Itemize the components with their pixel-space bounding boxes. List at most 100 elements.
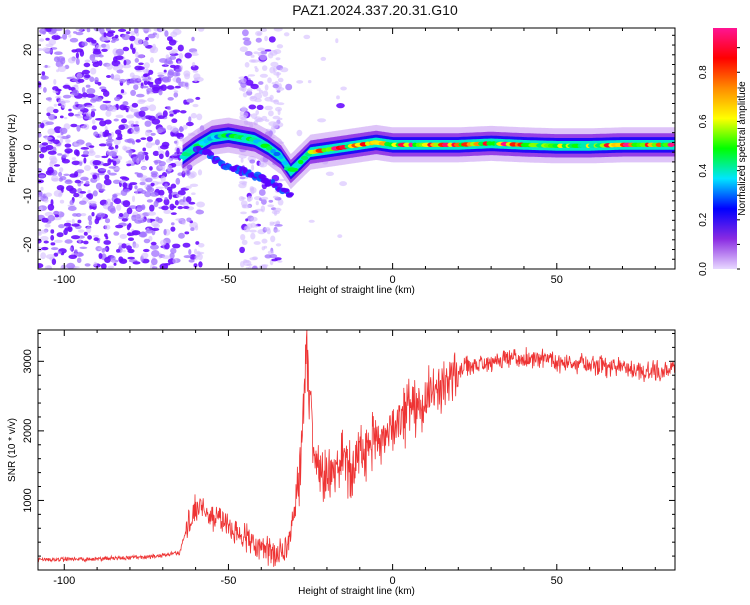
noise-blob [258, 89, 263, 94]
ridge-core [266, 146, 273, 151]
noise-blob [163, 263, 171, 266]
noise-blob [113, 74, 121, 81]
noise-blob [172, 28, 182, 35]
noise-blob [264, 84, 269, 91]
noise-blob [170, 226, 176, 232]
noise-blob [173, 140, 178, 144]
noise-blob [66, 220, 72, 223]
noise-blob [152, 43, 157, 51]
noise-blob [121, 118, 127, 124]
noise-blob [144, 154, 149, 161]
noise-blob [255, 110, 259, 115]
noise-blob [38, 232, 42, 236]
noise-blob [157, 72, 165, 76]
noise-blob [100, 43, 107, 48]
noise-blob [92, 174, 98, 180]
noise-blob [175, 177, 181, 185]
noise-blob [102, 37, 110, 42]
noise-blob [102, 163, 110, 167]
noise-blob [143, 73, 151, 77]
colorbar-tick-label: 0.6 [698, 114, 709, 128]
noise-blob [57, 251, 62, 254]
noise-blob [150, 171, 158, 176]
noise-blob [182, 206, 190, 209]
noise-blob [74, 179, 82, 184]
noise-blob [245, 218, 249, 222]
noise-blob [166, 165, 173, 172]
noise-blob [139, 106, 149, 112]
noise-blob [320, 56, 327, 61]
noise-blob [137, 77, 141, 82]
noise-blob [162, 255, 171, 259]
noise-blob [129, 35, 136, 42]
noise-blob [85, 84, 91, 88]
noise-blob [88, 145, 95, 149]
spectrogram-y-tick-label: -20 [22, 237, 34, 253]
noise-blob [97, 81, 102, 86]
noise-blob [164, 183, 169, 189]
noise-blob [261, 246, 265, 251]
noise-blob [96, 212, 106, 218]
noise-blob [113, 262, 117, 266]
noise-blob [113, 198, 122, 205]
noise-blob [64, 29, 71, 35]
noise-blob [83, 157, 87, 164]
noise-blob [264, 254, 272, 259]
noise-blob [261, 238, 268, 244]
noise-blob [110, 255, 116, 261]
noise-blob [104, 257, 111, 263]
noise-blob [150, 244, 159, 250]
noise-blob [160, 195, 164, 198]
noise-blob [69, 247, 73, 251]
snr-x-tick-label: 0 [390, 575, 396, 587]
noise-blob [122, 101, 129, 106]
noise-blob [88, 219, 93, 226]
noise-blob [71, 157, 76, 161]
noise-blob [79, 200, 87, 205]
noise-blob [267, 204, 275, 208]
noise-blob [181, 220, 186, 225]
noise-blob [111, 260, 116, 263]
noise-blob [69, 173, 78, 178]
noise-blob [119, 78, 127, 83]
noise-blob [116, 249, 121, 253]
noise-blob [177, 60, 181, 65]
noise-blob [277, 77, 284, 83]
noise-blob [131, 230, 141, 236]
noise-blob [133, 84, 139, 90]
snr-plot-area [38, 330, 675, 567]
noise-blob [94, 154, 101, 159]
noise-blob [45, 97, 52, 101]
noise-blob [51, 175, 59, 182]
noise-blob [193, 77, 198, 83]
ridge-core [270, 149, 276, 154]
spectrogram-x-tick-label: 50 [551, 274, 563, 286]
noise-blob [179, 201, 186, 206]
noise-blob [175, 72, 181, 77]
noise-blob [168, 193, 173, 200]
noise-blob [144, 191, 152, 198]
noise-blob [76, 257, 82, 264]
noise-blob [85, 111, 91, 117]
snr-y-tick-label: 3000 [22, 349, 34, 373]
noise-blob [80, 213, 87, 217]
noise-blob [146, 90, 150, 95]
noise-blob [151, 250, 160, 257]
noise-blob [276, 44, 284, 49]
noise-blob [113, 194, 117, 198]
noise-blob [186, 98, 194, 103]
noise-blob [112, 179, 121, 184]
noise-blob [81, 41, 88, 47]
noise-blob [44, 192, 53, 197]
noise-blob [134, 185, 138, 190]
colorbar-label: Normalized spectral amplitude [737, 81, 748, 216]
noise-blob [317, 118, 327, 123]
noise-blob [38, 194, 42, 201]
noise-blob [161, 205, 169, 211]
noise-blob [240, 200, 248, 207]
noise-blob [89, 147, 94, 154]
noise-blob [151, 227, 160, 231]
noise-blob [90, 110, 96, 118]
noise-blob [143, 248, 150, 253]
noise-blob [166, 85, 175, 90]
